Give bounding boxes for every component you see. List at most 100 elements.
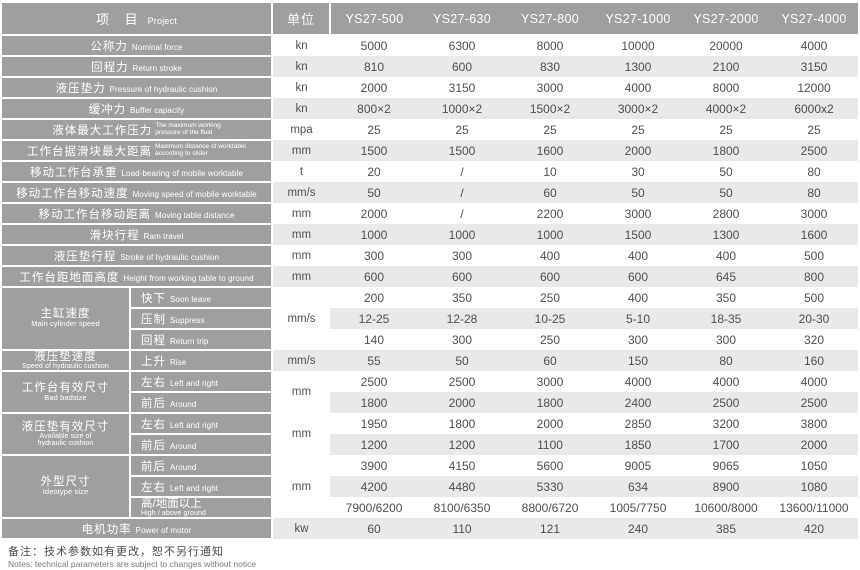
sub-label-cell: 压制 Suppress [130, 308, 274, 330]
unit-cell: kn [272, 98, 331, 119]
value-cell: 121 [506, 518, 595, 539]
sub-label-cell: 左右 Left and right [130, 371, 274, 393]
value-cell: 50 [330, 182, 419, 203]
table-row: 回程力 Return stroke kn 810 600 830 1300 2100 3150 [2, 56, 859, 78]
unit-cell: mm [272, 413, 331, 455]
value-cell: 60 [506, 350, 595, 371]
value-cell: 400 [506, 245, 595, 266]
value-cell: 300 [682, 329, 771, 350]
value-cell: 50 [594, 182, 683, 203]
table-row: 缓冲力 Buffer capacity kn 800×2 1000×2 1500×2 300… [2, 98, 859, 120]
value-cell: 300 [594, 329, 683, 350]
model-header-cell: YS27-4000 [770, 3, 859, 36]
unit-cell: mm/s [272, 350, 331, 371]
value-cell: 2500 [682, 392, 771, 413]
table-row: 液压垫力 Pressure of hydraulic cushion kn 2000 3… [2, 77, 859, 99]
unit-cell: mm [272, 224, 331, 245]
spec-table: 项 目 Project 单位 YS27-500 YS27-630 YS27-800… [2, 3, 859, 540]
value-cell: 400 [594, 287, 683, 308]
value-cell: 60 [506, 182, 595, 203]
value-cell: 3000 [506, 371, 595, 392]
footnote: 备注：技术参数如有更改，恕不另行通知 Notes: technical para… [2, 540, 858, 570]
project-header-zh: 项 目 [95, 12, 144, 27]
header-row: 项 目 Project 单位 YS27-500 YS27-630 YS27-800… [2, 3, 859, 36]
value-cell: 25 [506, 119, 595, 140]
value-cell: 4000×2 [682, 98, 771, 119]
sub-label-cell: 前后 Around [130, 392, 274, 414]
unit-cell: mm [272, 140, 331, 161]
value-cell: 110 [418, 518, 507, 539]
value-cell: 4000 [594, 77, 683, 98]
value-cell: 4000 [770, 35, 859, 56]
unit-cell: mm [272, 371, 331, 413]
unit-cell: t [272, 161, 331, 182]
row-label-cell: 工作台据滑块最大距离 Maximum distance of worktable a… [2, 140, 274, 162]
row-label-cell: 移动工作台移动距离 Moving table distance [2, 203, 274, 225]
value-cell: 8000 [506, 35, 595, 56]
value-cell: 1080 [770, 476, 859, 497]
value-cell: 2500 [770, 140, 859, 161]
value-cell: 400 [594, 245, 683, 266]
value-cell: 3000 [594, 203, 683, 224]
value-cell: 4150 [418, 455, 507, 476]
value-cell: 3900 [330, 455, 419, 476]
sub-label-cell: 左右 Left and right [130, 476, 274, 498]
group-label-cell: 工作台有效尺寸 Bad badsize [2, 371, 131, 414]
value-cell: 4000 [770, 371, 859, 392]
row-label-cell: 液压垫力 Pressure of hydraulic cushion [2, 77, 274, 99]
sub-label-cell: 前后 Around [130, 455, 274, 477]
value-cell: 1500 [594, 224, 683, 245]
table-row: 液压垫有效尺寸 Available size of hydraulic cushio… [2, 413, 859, 456]
value-cell: 12-28 [418, 308, 507, 329]
value-cell: 8000 [682, 77, 771, 98]
unit-cell: kw [272, 518, 331, 539]
table-row: 移动工作台移动距离 Moving table distance mm 2000/220… [2, 203, 859, 225]
value-cell: 250 [506, 287, 595, 308]
table-row: 移动工作台承重 Load-bearing of mobile worktable t… [2, 161, 859, 183]
value-cell: 140 [330, 329, 419, 350]
table-row: 滑块行程 Ram travel mm 1000 1000 1000 1500 1300 1600 [2, 224, 859, 246]
unit-cell: mm [272, 455, 331, 518]
value-cell: 1850 [594, 434, 683, 455]
value-cell: 4480 [418, 476, 507, 497]
project-header-cell: 项 目 Project [2, 3, 273, 36]
value-cell: 25 [770, 119, 859, 140]
unit-cell: kn [272, 35, 331, 56]
value-cell: 5600 [506, 455, 595, 476]
sub-label-cell: 回程 Return trip [130, 329, 274, 351]
value-cell: 2800 [682, 203, 771, 224]
value-cell: 200 [330, 287, 419, 308]
value-cell: 4200 [330, 476, 419, 497]
value-cell: 1950 [330, 413, 419, 434]
value-cell: 150 [594, 350, 683, 371]
model-header-cell: YS27-500 [330, 3, 419, 36]
value-cell: 385 [682, 518, 771, 539]
footnote-en: Notes: technical parameters are subject … [8, 559, 257, 569]
value-cell: 8900 [682, 476, 771, 497]
value-cell: 1300 [594, 56, 683, 77]
value-cell: 1005/7750 [594, 497, 683, 518]
value-cell: 3150 [418, 77, 507, 98]
value-cell: 5000 [330, 35, 419, 56]
project-header-en: Project [147, 16, 178, 26]
row-label-cell: 回程力 Return stroke [2, 56, 274, 78]
value-cell: 1800 [418, 413, 507, 434]
sub-label-cell: 快下 Soon leave [130, 287, 274, 309]
value-cell: 20 [330, 161, 419, 182]
value-cell: 1050 [770, 455, 859, 476]
value-cell: 2400 [594, 392, 683, 413]
unit-cell: mpa [272, 119, 331, 140]
value-cell: 1800 [506, 392, 595, 413]
unit-header-cell: 单位 [271, 3, 332, 36]
value-cell: 1000 [330, 224, 419, 245]
value-cell: 25 [330, 119, 419, 140]
value-cell: 1500 [418, 140, 507, 161]
value-cell: 5330 [506, 476, 595, 497]
group-label-cell: 液压垫速度 Speed of hydraulic cushion [2, 350, 131, 372]
group-label-cell: 外型尺寸 Ideotype size [2, 455, 131, 519]
unit-cell: kn [272, 77, 331, 98]
value-cell: 600 [418, 266, 507, 287]
value-cell: 3000 [770, 203, 859, 224]
value-cell: 6300 [418, 35, 507, 56]
value-cell: 1000 [506, 224, 595, 245]
